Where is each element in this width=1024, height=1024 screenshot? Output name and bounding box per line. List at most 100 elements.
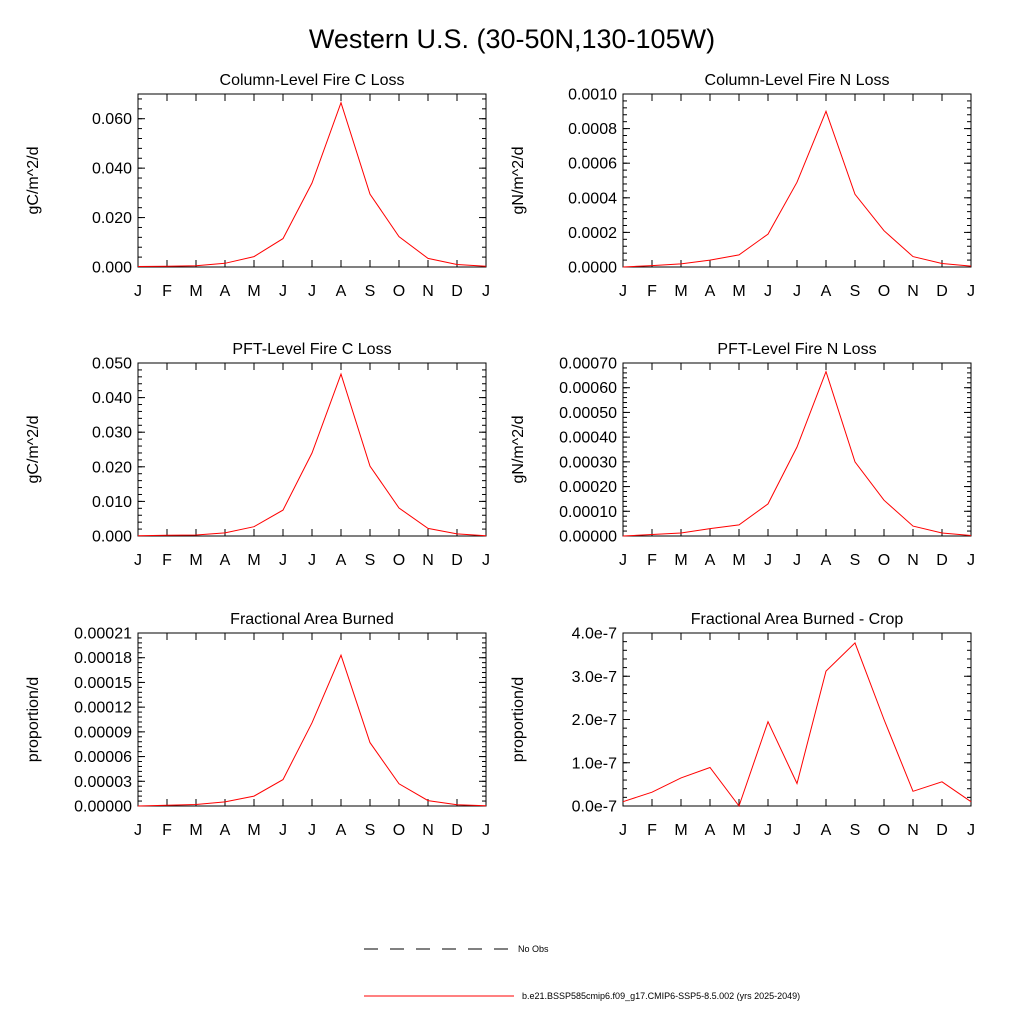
y-tick-label: 0.0000	[568, 260, 617, 277]
y-tick-label: 2.0e-7	[572, 712, 617, 729]
y-axis-label: gN/m^2/d	[510, 416, 527, 484]
y-tick-label: 0.060	[92, 111, 132, 128]
x-tick-label: F	[647, 283, 657, 300]
y-axis-label: proportion/d	[510, 677, 527, 762]
x-tick-label: O	[393, 283, 405, 300]
chart-panel: Fractional Area Burned - Crop 0.0e-7 1.0e-…	[510, 611, 975, 839]
x-tick-label: J	[619, 283, 627, 300]
y-tick-label: 0.000	[92, 260, 132, 277]
x-tick-label: J	[134, 552, 142, 569]
chart-panel: Column-Level Fire N Loss 0.0000 0.0002 0.00…	[510, 72, 975, 300]
x-tick-label: M	[732, 822, 745, 839]
x-tick-label: S	[850, 283, 861, 300]
chart-panel: Fractional Area Burned 0.00000 0.00003 0.00…	[25, 611, 490, 839]
y-tick-label: 0.00012	[74, 700, 132, 717]
x-tick-label: J	[764, 283, 772, 300]
x-tick-label: S	[365, 822, 376, 839]
panels: Column-Level Fire C Loss 0.000 0.020 0.040 0…	[25, 72, 975, 839]
plot-frame	[137, 93, 487, 268]
x-tick-label: J	[967, 283, 975, 300]
x-tick-label: M	[247, 552, 260, 569]
y-tick-label: 0.010	[92, 494, 132, 511]
x-tick-label: F	[647, 552, 657, 569]
x-tick-label: J	[619, 822, 627, 839]
y-tick-label: 0.00009	[74, 724, 132, 741]
y-tick-label: 1.0e-7	[572, 755, 617, 772]
y-tick-label: 0.040	[92, 390, 132, 407]
x-tick-label: F	[162, 822, 172, 839]
x-tick-label: A	[705, 283, 716, 300]
legend-label-no-obs: No Obs	[518, 944, 549, 954]
x-tick-label: J	[279, 822, 287, 839]
x-tick-label: A	[821, 552, 832, 569]
y-tick-label: 0.000	[92, 529, 132, 546]
x-tick-label: J	[308, 552, 316, 569]
x-tick-label: O	[878, 552, 890, 569]
x-tick-label: M	[247, 822, 260, 839]
y-tick-label: 0.00018	[74, 650, 132, 667]
x-tick-label: A	[336, 552, 347, 569]
x-tick-label: J	[967, 552, 975, 569]
y-axis-label: proportion/d	[25, 677, 42, 762]
x-tick-label: J	[279, 552, 287, 569]
y-tick-label: 0.0e-7	[572, 799, 617, 816]
x-tick-label: J	[134, 822, 142, 839]
chart-panel: Column-Level Fire C Loss 0.000 0.020 0.040 0…	[25, 72, 490, 300]
x-tick-label: J	[279, 283, 287, 300]
y-tick-label: 0.030	[92, 425, 132, 442]
plot-frame	[137, 362, 487, 537]
y-tick-label: 0.0010	[568, 87, 617, 104]
x-tick-label: J	[308, 822, 316, 839]
x-tick-label: A	[821, 822, 832, 839]
x-tick-label: N	[422, 822, 434, 839]
x-tick-label: D	[936, 283, 948, 300]
panel-title: Fractional Area Burned	[230, 611, 394, 628]
x-tick-label: J	[482, 822, 490, 839]
x-tick-label: N	[422, 552, 434, 569]
x-tick-label: M	[189, 822, 202, 839]
x-tick-label: S	[850, 822, 861, 839]
chart-panel: PFT-Level Fire N Loss 0.00000 0.00010 0.000…	[510, 341, 975, 569]
x-tick-label: J	[793, 283, 801, 300]
plot-frame	[622, 632, 972, 807]
y-axis-label: gC/m^2/d	[25, 416, 42, 484]
x-tick-label: J	[308, 283, 316, 300]
y-tick-label: 0.0004	[568, 190, 617, 207]
x-tick-label: M	[732, 283, 745, 300]
x-tick-label: N	[907, 283, 919, 300]
x-tick-label: D	[936, 822, 948, 839]
y-tick-label: 0.00020	[559, 479, 617, 496]
x-tick-label: A	[705, 552, 716, 569]
x-tick-label: F	[647, 822, 657, 839]
x-tick-label: M	[189, 552, 202, 569]
x-tick-label: N	[422, 283, 434, 300]
y-tick-label: 0.00030	[559, 454, 617, 471]
x-tick-label: D	[451, 552, 463, 569]
x-tick-label: O	[878, 822, 890, 839]
x-tick-label: J	[793, 552, 801, 569]
y-tick-label: 4.0e-7	[572, 626, 617, 643]
x-tick-label: S	[365, 552, 376, 569]
panel-title: Fractional Area Burned - Crop	[691, 611, 904, 628]
series-line	[137, 653, 487, 807]
x-tick-label: O	[878, 283, 890, 300]
plot-frame	[622, 362, 972, 537]
panel-title: Column-Level Fire C Loss	[220, 72, 405, 89]
series-line	[622, 642, 972, 808]
legend: No Obs b.e21.BSSP585cmip6.f09_g17.CMIP6-…	[364, 944, 800, 1001]
panel-title: PFT-Level Fire N Loss	[717, 341, 876, 358]
x-tick-label: M	[674, 552, 687, 569]
y-tick-label: 0.020	[92, 459, 132, 476]
plot-frame	[137, 632, 487, 807]
x-tick-label: M	[732, 552, 745, 569]
x-tick-label: S	[365, 283, 376, 300]
y-axis-label: gN/m^2/d	[510, 147, 527, 215]
y-tick-label: 0.0008	[568, 121, 617, 138]
panel-title: Column-Level Fire N Loss	[705, 72, 890, 89]
x-tick-label: A	[220, 552, 231, 569]
x-tick-label: O	[393, 822, 405, 839]
x-tick-label: O	[393, 552, 405, 569]
x-tick-label: J	[793, 822, 801, 839]
y-tick-label: 0.00015	[74, 675, 132, 692]
